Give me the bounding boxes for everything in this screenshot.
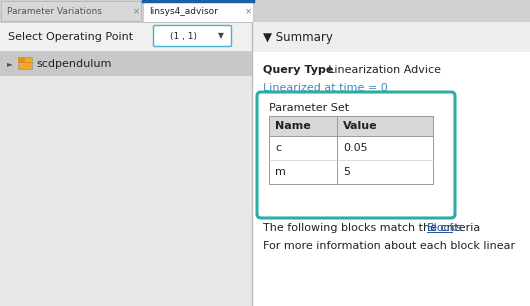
Text: 5: 5 (343, 167, 350, 177)
Bar (252, 52, 530, 306)
Bar (1, 1, 141, 21)
Text: 0.05: 0.05 (343, 143, 368, 153)
Text: Select Operating Point: Select Operating Point (8, 32, 133, 42)
Text: Parameter Variations: Parameter Variations (7, 7, 102, 16)
Text: ►: ► (7, 59, 13, 69)
Bar (0, 0, 530, 22)
Text: For more information about each block linea⁠r: For more information about each block li… (263, 241, 515, 251)
Text: ×: × (132, 7, 139, 16)
Text: Value: Value (343, 121, 377, 131)
Text: ▼: ▼ (218, 32, 224, 40)
Text: The following blocks match the criteria: The following blocks match the criteria (263, 223, 484, 233)
Text: Linearized at time = 0: Linearized at time = 0 (263, 83, 388, 93)
FancyBboxPatch shape (257, 92, 455, 218)
Bar (269, 116, 433, 136)
Bar (269, 116, 433, 184)
Bar (0, 52, 252, 76)
Text: ▼ Summary: ▼ Summary (263, 31, 333, 43)
Bar (0, 22, 530, 52)
FancyBboxPatch shape (154, 25, 232, 47)
Bar (143, 0, 253, 22)
Text: (1 , 1): (1 , 1) (170, 32, 197, 40)
Bar (18, 57, 32, 69)
Text: scdpendulum: scdpendulum (36, 59, 111, 69)
Text: Blocks: Blocks (427, 223, 463, 233)
Bar (0, 52, 252, 306)
Text: linsys4_advisor: linsys4_advisor (149, 7, 218, 16)
Text: Name: Name (275, 121, 311, 131)
Text: Parameter Set: Parameter Set (269, 103, 349, 113)
Text: : Linearization Advice: : Linearization Advice (321, 65, 441, 75)
Bar (252, 22, 530, 52)
Bar (18, 57, 25, 62)
Text: Query Type: Query Type (263, 65, 333, 75)
Text: m: m (275, 167, 286, 177)
Text: ×: × (244, 7, 252, 16)
Text: c: c (275, 143, 281, 153)
